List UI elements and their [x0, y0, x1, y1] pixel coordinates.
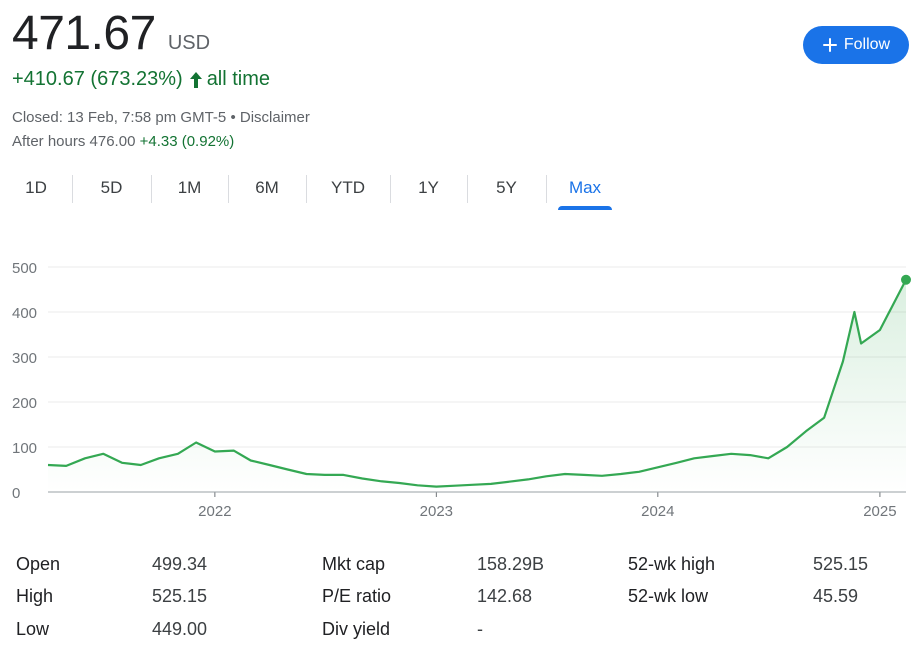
- tab-label: 1Y: [418, 178, 439, 197]
- tab-ytd[interactable]: YTD: [306, 172, 390, 204]
- stat-value-high: 525.15: [152, 586, 208, 606]
- bullet-separator: •: [230, 109, 240, 126]
- price-line: [47, 279, 907, 488]
- follow-label: Follow: [843, 36, 891, 53]
- follow-button[interactable]: Follow: [803, 26, 909, 64]
- currency-label: USD: [167, 32, 211, 54]
- stat-label-low: Low: [16, 619, 50, 639]
- tab-label: YTD: [331, 178, 365, 197]
- tab-6m[interactable]: 6M: [228, 172, 306, 204]
- tab-1m[interactable]: 1M: [151, 172, 228, 204]
- after-hours-price: After hours 476.00: [12, 133, 136, 150]
- stat-label-mkt-cap: Mkt cap: [322, 554, 386, 574]
- stat-value-mkt-cap: 158.29B: [477, 554, 545, 574]
- change-period: all time: [206, 68, 271, 90]
- last-price-dot: [901, 274, 911, 285]
- tab-5d[interactable]: 5D: [72, 172, 151, 204]
- stat-value-52wk-high: 525.15: [813, 554, 869, 574]
- price-chart[interactable]: 0 100 200 300 400 500 2022 2023 2024 2025: [0, 250, 922, 530]
- stat-value-open: 499.34: [152, 554, 208, 574]
- x-tick-label: 2024: [641, 503, 674, 520]
- price-change: +410.67 (673.23%) all time: [12, 68, 270, 91]
- y-tick-label: 400: [12, 305, 37, 322]
- after-hours-info: After hours 476.00 +4.33 (0.92%): [12, 133, 234, 150]
- tab-label: Max: [568, 178, 602, 197]
- stat-label-high: High: [16, 586, 54, 606]
- disclaimer-link[interactable]: Disclaimer: [239, 109, 310, 126]
- tab-max[interactable]: Max: [546, 172, 624, 210]
- x-tick-label: 2025: [863, 503, 896, 520]
- arrow-up-icon: [189, 71, 202, 88]
- stat-label-52wk-high: 52-wk high: [628, 554, 716, 574]
- current-price: 471.67: [12, 7, 156, 60]
- after-hours-change: +4.33 (0.92%): [139, 133, 235, 150]
- y-tick-label: 100: [12, 440, 37, 457]
- range-tabs: 1D 5D 1M 6M YTD 1Y 5Y Max: [0, 172, 624, 212]
- stat-value-div-yield: -: [477, 619, 483, 639]
- y-tick-label: 0: [12, 485, 20, 502]
- stat-label-open: Open: [16, 554, 61, 574]
- tab-label: 5Y: [496, 178, 517, 197]
- plus-icon: [822, 38, 837, 52]
- tab-1d[interactable]: 1D: [0, 172, 72, 204]
- tab-1y[interactable]: 1Y: [390, 172, 467, 204]
- stat-label-div-yield: Div yield: [322, 619, 391, 639]
- stat-value-low: 449.00: [152, 619, 208, 639]
- closed-text: Closed: 13 Feb, 7:58 pm GMT-5: [12, 109, 227, 126]
- stat-value-pe-ratio: 142.68: [477, 586, 533, 606]
- tab-label: 6M: [255, 178, 279, 197]
- closed-info: Closed: 13 Feb, 7:58 pm GMT-5 • Disclaim…: [12, 109, 310, 126]
- tab-label: 1D: [25, 178, 47, 197]
- tab-label: 1M: [177, 178, 202, 197]
- tab-label: 5D: [100, 178, 123, 197]
- stat-label-pe-ratio: P/E ratio: [322, 586, 392, 606]
- change-value: +410.67 (673.23%): [12, 68, 183, 90]
- x-tick-label: 2023: [420, 503, 453, 520]
- area-fill: [48, 279, 906, 492]
- x-tick-label: 2022: [198, 503, 231, 520]
- y-tick-label: 500: [12, 260, 37, 277]
- price-header: 471.67 USD: [12, 6, 210, 61]
- stat-value-52wk-low: 45.59: [813, 586, 859, 606]
- y-tick-label: 200: [12, 395, 37, 412]
- stat-label-52wk-low: 52-wk low: [628, 586, 709, 606]
- tab-5y[interactable]: 5Y: [467, 172, 546, 204]
- y-tick-label: 300: [12, 350, 37, 367]
